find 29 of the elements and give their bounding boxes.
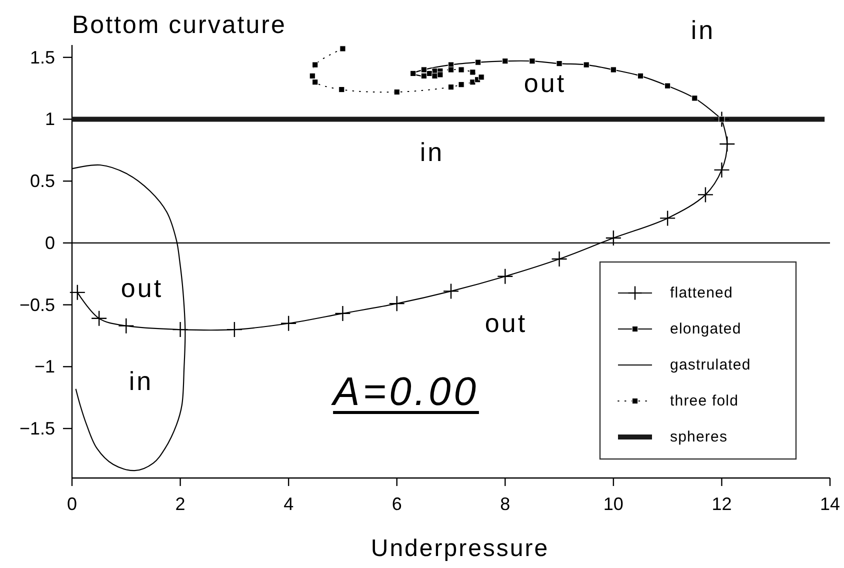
x-tick-label: 8 [500, 494, 510, 514]
annotation: in [420, 137, 444, 167]
x-tick-label: 6 [392, 494, 402, 514]
x-tick-label: 12 [712, 494, 732, 514]
legend-label: gastrulated [670, 356, 751, 374]
legend-label: three fold [670, 392, 739, 410]
annotation: out [120, 273, 164, 303]
y-tick-label: −0.5 [19, 294, 55, 315]
y-tick-label: −1 [34, 356, 55, 377]
x-axis-title: Underpressure [370, 535, 550, 562]
x-tick-label: 2 [175, 494, 186, 514]
y-tick-label: 0 [44, 232, 55, 253]
annotation: in [128, 366, 154, 396]
annotation: in [690, 15, 716, 45]
annotation: A=0.00 [333, 369, 479, 415]
x-tick-label: 4 [284, 494, 294, 514]
legend-label: flattened [670, 284, 733, 302]
x-tick-label: 10 [603, 494, 624, 514]
y-tick-label: −1.5 [19, 418, 55, 439]
y-tick-label: 0.5 [30, 171, 55, 192]
legend-label: elongated [670, 320, 742, 338]
annotation: out [524, 68, 566, 98]
legend-label: spheres [670, 428, 728, 446]
x-tick-label: 14 [820, 494, 840, 514]
annotation: out [484, 308, 528, 338]
chart-title: Bottom curvature [72, 11, 286, 39]
y-tick-label: 1.5 [30, 47, 55, 68]
y-tick-label: 1 [44, 109, 55, 130]
x-tick-label: 0 [66, 494, 78, 514]
